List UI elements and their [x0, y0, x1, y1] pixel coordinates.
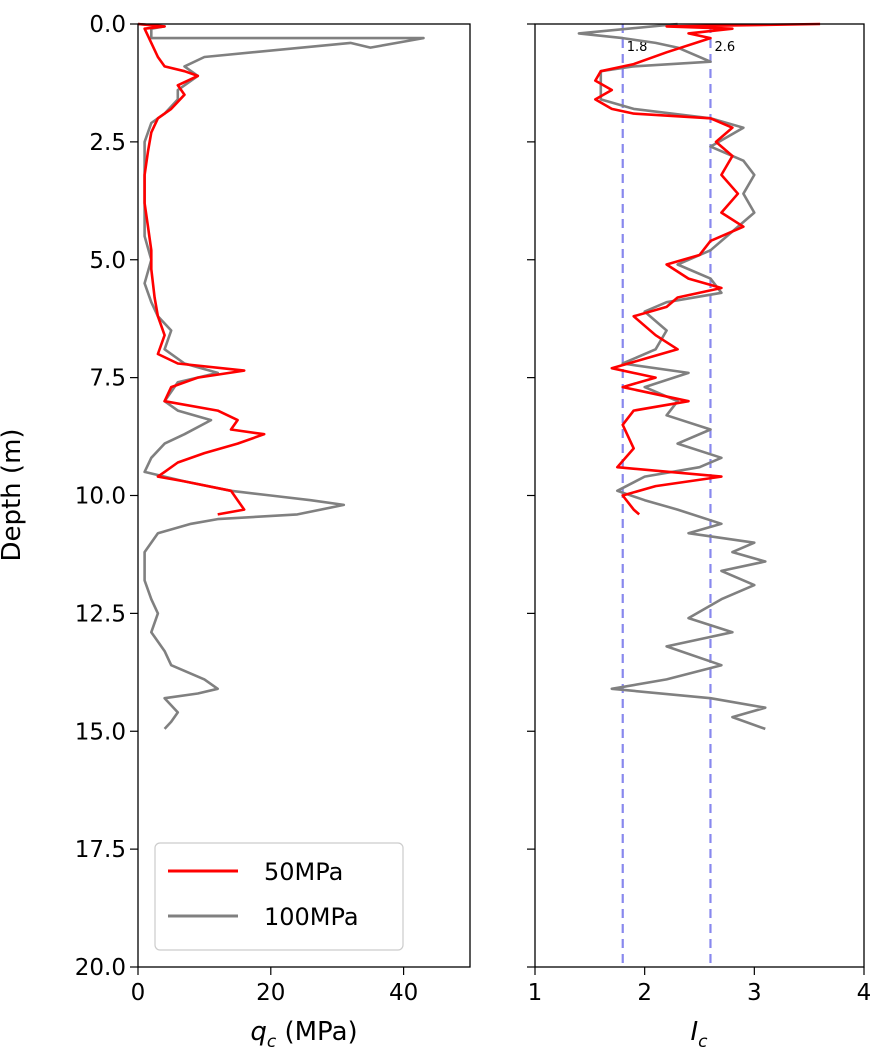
ic-axis-label-sub: c: [698, 1032, 708, 1052]
qc-traces: [138, 24, 424, 729]
legend: 50MPa 100MPa: [155, 843, 403, 950]
ic-xtick-label-0: 1: [528, 980, 543, 1006]
ic-xtick-label-1: 2: [637, 980, 652, 1006]
ic-ticks: 1 2 3 4: [527, 24, 871, 1006]
qc-ytick-label-2: 5.0: [89, 248, 126, 274]
ic-xtick-label-3: 4: [857, 980, 872, 1006]
qc-series-50mpa: [138, 24, 264, 514]
ic-traces: [579, 24, 820, 729]
ic-threshold-lines: 1.8 2.6: [623, 24, 735, 967]
qc-ytick-label-4: 10.0: [75, 484, 126, 510]
ic-series-100mpa: [579, 24, 765, 729]
qc-ytick-label-6: 15.0: [75, 719, 126, 745]
ic-plot-frame: [535, 24, 864, 967]
qc-panel: 0.0 2.5 5.0 7.5 10.0 12.5 15.0 17.5 20.00 20 40 De…: [0, 12, 470, 1052]
qc-series-100mpa: [138, 24, 424, 729]
qc-axis-label-main: q: [250, 1017, 267, 1047]
qc-plot-frame: [138, 24, 470, 967]
qc-xtick-label-0: 0: [131, 980, 146, 1006]
ic-series-50mpa: [595, 24, 820, 514]
ic-panel: 1.8 2.6 1 2 3 4 Ic: [527, 24, 871, 1052]
qc-ytick-label-7: 17.5: [75, 837, 126, 863]
threshold-label-1: 2.6: [714, 40, 735, 55]
qc-ytick-label-0: 0.0: [89, 12, 126, 38]
legend-label-50mpa: 50MPa: [264, 858, 343, 886]
ic-xtick-label-2: 3: [747, 980, 762, 1006]
qc-ytick-label-5: 12.5: [75, 601, 126, 627]
qc-axis-label: qc (MPa): [250, 1017, 357, 1052]
qc-axis-label-unit: (MPa): [276, 1017, 357, 1047]
qc-xtick-label-1: 20: [256, 980, 285, 1006]
qc-ytick-label-3: 7.5: [89, 366, 126, 392]
qc-xtick-label-2: 40: [389, 980, 418, 1006]
ic-axis-label-main: I: [690, 1017, 698, 1047]
qc-ytick-label-8: 20.0: [75, 955, 126, 981]
depth-axis-label: Depth (m): [0, 428, 27, 561]
legend-label-100mpa: 100MPa: [264, 903, 359, 931]
ic-axis-label: Ic: [690, 1017, 708, 1052]
qc-ytick-label-1: 2.5: [89, 130, 126, 156]
